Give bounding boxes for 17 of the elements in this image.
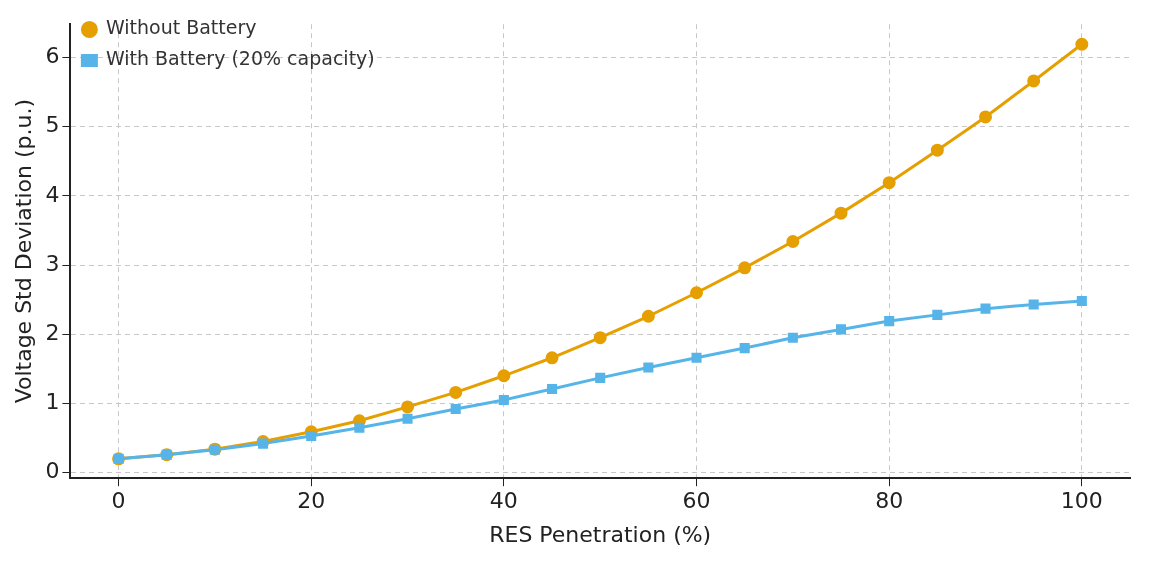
y-tick-label: 6 <box>45 43 60 69</box>
y-tick-label: 2 <box>45 319 60 345</box>
x-axis-title: RES Penetration (%) <box>489 521 712 547</box>
x-tick-label: 60 <box>682 488 711 514</box>
x-tick-label: 20 <box>297 488 326 514</box>
x-tick-label: 0 <box>111 488 126 514</box>
legend-label: With Battery (20% capacity) <box>105 47 375 70</box>
legend-label: Without Battery <box>105 16 257 39</box>
y-axis-title: Voltage Std Deviation (p.u.) <box>10 99 36 404</box>
x-tick-label: 100 <box>1060 488 1103 514</box>
y-tick-label: 1 <box>45 389 60 415</box>
y-tick-label: 3 <box>45 250 60 276</box>
y-tick-label: 0 <box>45 458 60 484</box>
x-tick-label: 80 <box>875 488 904 514</box>
x-tick-label: 40 <box>489 488 518 514</box>
y-tick-label: 5 <box>45 112 60 138</box>
y-tick-label: 4 <box>45 181 60 207</box>
